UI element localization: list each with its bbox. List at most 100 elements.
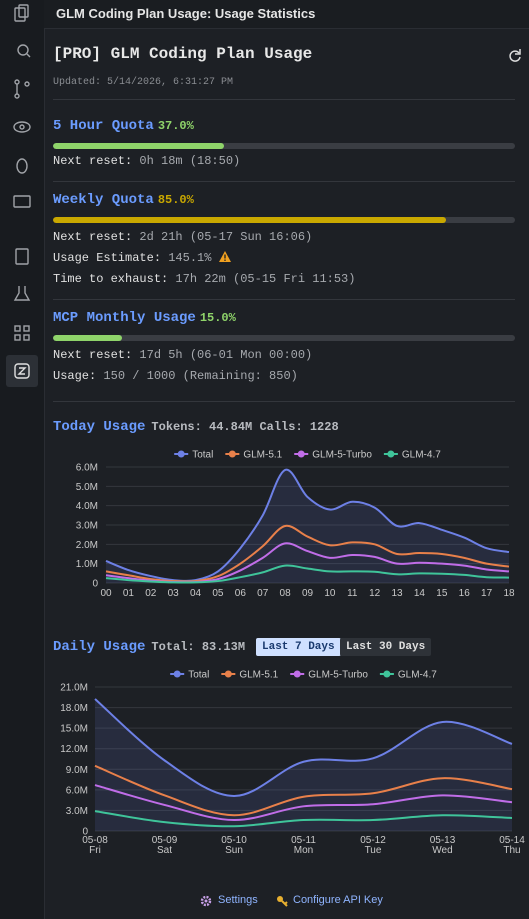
section-stats: Total: 83.13M: [151, 640, 246, 654]
x-tick-label: 05-09: [152, 835, 178, 846]
y-tick-label: 1.0M: [76, 559, 98, 570]
area-fill: [95, 699, 512, 831]
series-line: [105, 564, 510, 584]
icon-eye[interactable]: [13, 121, 31, 133]
refresh-button[interactable]: [505, 46, 525, 66]
x-tick-label: 17: [481, 588, 493, 599]
legend-item: GLM-4.7: [379, 670, 437, 681]
sidebar: [0, 0, 45, 919]
y-tick-label: 18.0M: [60, 703, 88, 714]
x-tick-label: 07: [257, 588, 269, 599]
legend-item: Total: [170, 670, 209, 681]
icon-search[interactable]: [17, 44, 29, 56]
legend-swatch: [173, 670, 181, 678]
icon-search-h: [26, 53, 31, 58]
x-tick-label: 10: [324, 588, 336, 599]
x-tick-label: 05-13: [430, 835, 456, 846]
x-tick-label: 05-08: [82, 835, 108, 846]
legend-item: GLM-5.1: [225, 450, 283, 461]
row-value: 150 / 1000 (Remaining: 850): [103, 369, 298, 383]
series-line: [94, 784, 513, 822]
icon-files[interactable]: [14, 7, 26, 22]
section-stats: Tokens: 44.84M Calls: 1228: [151, 420, 339, 434]
x-tick-sublabel: Tue: [365, 845, 382, 856]
quota-title: Weekly Quota 85.0%: [53, 192, 194, 208]
icon-flask[interactable]: [13, 286, 31, 301]
info-row: Next reset: 2d 21h (05-17 Sun 16:06): [53, 230, 312, 244]
icon-glm-z: [17, 367, 27, 375]
separator: [53, 181, 515, 182]
legend-label: GLM-5-Turbo: [308, 670, 368, 681]
legend: Total GLM-5.1 GLM-5-Turbo GLM-4.7: [170, 670, 437, 681]
icon-debug[interactable]: [16, 158, 28, 174]
quota-name: 5 Hour Quota: [53, 118, 154, 134]
legend-item: GLM-4.7: [383, 450, 441, 461]
y-tick-label: 6.0M: [76, 463, 98, 474]
section-title: Daily Usage Total: 83.13M: [53, 639, 245, 655]
row-value: 17d 5h (06-01 Mon 00:00): [139, 348, 313, 362]
icon-glm[interactable]: [14, 363, 30, 379]
section-name: Daily Usage: [53, 639, 146, 655]
legend-item: GLM-5.1: [221, 670, 279, 681]
row-label: Time to exhaust:: [53, 272, 169, 286]
settings-link[interactable]: Settings: [218, 894, 258, 906]
quota-title: 5 Hour Quota 37.0%: [53, 118, 194, 134]
row-value: 2d 21h (05-17 Sun 16:06): [139, 230, 313, 244]
x-tick-sublabel: Sun: [225, 845, 243, 856]
progress-track: [53, 143, 515, 149]
row-label: Next reset:: [53, 230, 133, 244]
legend-label: GLM-5.1: [243, 450, 282, 461]
legend: Total GLM-5.1 GLM-5-Turbo GLM-4.7: [174, 450, 441, 461]
updated: Updated: 5/14/2026, 6:31:27 PM: [53, 77, 234, 88]
x-tick-label: 05-11: [291, 835, 316, 846]
icon-ext4: [23, 334, 30, 341]
x-tick-label: 02: [145, 588, 157, 599]
range-button[interactable]: Last 30 Days: [340, 638, 432, 656]
row-label: Next reset:: [53, 154, 133, 168]
icon-ext2: [23, 325, 30, 332]
y-tick-label: 3.0M: [66, 806, 88, 817]
legend-swatch: [383, 670, 391, 678]
legend-swatch: [293, 670, 301, 678]
progress-track: [53, 217, 515, 223]
today-chart: 0 1.0M 2.0M 3.0M 4.0M 5.0M 6.0M 00 01 02 03 04 05 06 0…: [76, 450, 515, 600]
x-tick-sublabel: Thu: [503, 845, 520, 856]
quota-name: Weekly Quota: [53, 192, 154, 208]
legend-label: GLM-5.1: [239, 670, 278, 681]
section-title: Today Usage Tokens: 44.84M Calls: 1228: [53, 419, 339, 435]
y-tick-label: 5.0M: [76, 482, 98, 493]
x-tick-label: 12: [369, 588, 381, 599]
quota-title: MCP Monthly Usage 15.0%: [53, 310, 236, 326]
x-tick-label: 05: [212, 588, 224, 599]
legend-item: GLM-5-Turbo: [290, 670, 368, 681]
x-tick-label: 05-10: [221, 835, 247, 846]
row-label: Next reset:: [53, 348, 133, 362]
legend-label: GLM-5-Turbo: [312, 450, 372, 461]
legend-label: GLM-4.7: [402, 450, 441, 461]
x-tick-label: 00: [100, 588, 112, 599]
legend-label: Total: [192, 450, 213, 461]
range-button[interactable]: Last 7 Days: [256, 638, 341, 656]
x-tick-label: 04: [190, 588, 202, 599]
icon-tasks[interactable]: [15, 248, 29, 265]
series-line: [94, 764, 513, 817]
x-tick-label: 06: [235, 588, 247, 599]
x-tick-label: 01: [123, 588, 135, 599]
tab-title: GLM Coding Plan Usage: Usage Statistics: [56, 6, 316, 21]
sidebar-icons: [6, 4, 38, 387]
separator: [53, 99, 515, 100]
icon-git[interactable]: [14, 79, 20, 85]
legend-swatch: [387, 450, 395, 458]
legend-label: Total: [188, 670, 209, 681]
series-line: [94, 810, 513, 828]
legend-item: Total: [174, 450, 213, 461]
info-row: Usage: 150 / 1000 (Remaining: 850): [53, 369, 298, 383]
icon-ext[interactable]: [14, 325, 21, 332]
legend-item: GLM-5-Turbo: [294, 450, 372, 461]
x-tick-label: 18: [503, 588, 515, 599]
api-key-link[interactable]: Configure API Key: [293, 894, 383, 906]
x-tick-label: 08: [280, 588, 292, 599]
icon-remote[interactable]: [13, 195, 31, 208]
x-tick-label: 05-14: [499, 835, 525, 846]
